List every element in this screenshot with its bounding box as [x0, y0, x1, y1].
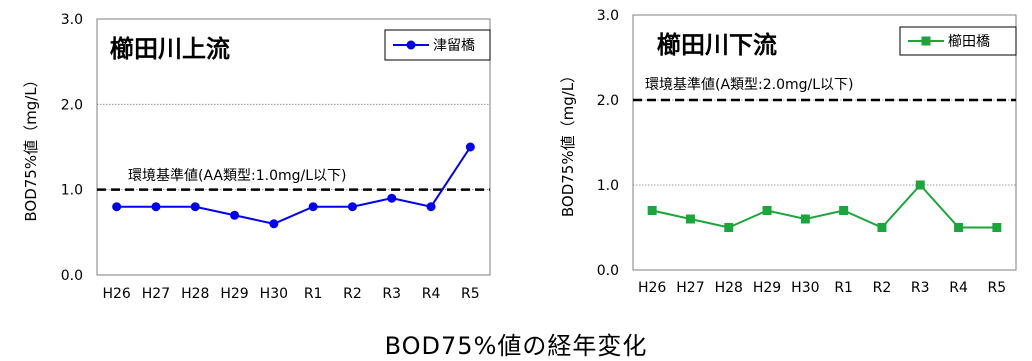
plot-area	[632, 14, 1017, 271]
legend-label: 櫛田橋	[948, 33, 990, 50]
chart-title: 櫛田川上流	[110, 35, 230, 63]
x-tick-label: R5	[988, 280, 1007, 296]
x-tick-label: H29	[220, 286, 248, 302]
x-tick-label: H28	[181, 286, 209, 302]
x-tick-label: R4	[949, 280, 968, 296]
figure-caption: BOD75%値の経年変化	[384, 332, 648, 360]
data-point	[190, 202, 200, 212]
y-tick-label: 0.0	[61, 268, 83, 284]
data-point	[839, 206, 849, 215]
y-tick-label: 2.0	[597, 93, 619, 109]
data-point	[426, 202, 436, 212]
y-tick-label: 2.0	[61, 97, 83, 113]
data-point	[915, 180, 925, 190]
x-tick-label: H30	[791, 280, 819, 296]
data-point	[465, 142, 475, 152]
y-tick-label: 3.0	[61, 12, 83, 28]
data-point	[347, 202, 357, 212]
x-tick-label: R4	[422, 286, 441, 302]
data-point	[992, 223, 1002, 232]
x-tick-label: H28	[715, 280, 743, 296]
legend: 櫛田橋	[899, 26, 1017, 56]
x-tick-label: H29	[753, 280, 781, 296]
x-tick-label: H27	[676, 280, 704, 296]
data-point	[800, 214, 810, 224]
x-tick-label: R2	[343, 286, 362, 302]
legend-marker	[406, 40, 416, 50]
data-point	[230, 210, 240, 220]
series-line	[651, 183, 997, 229]
legend: 津留橋	[384, 29, 491, 61]
x-tick-label: R3	[911, 280, 930, 296]
x-tick-label: H26	[638, 280, 666, 296]
data-point	[685, 214, 695, 224]
y-tick-label: 1.0	[61, 183, 83, 199]
data-point	[877, 223, 887, 232]
plot-area	[96, 18, 491, 276]
reference-line-label: 環境基準値(A類型:2.0mg/L以下)	[645, 76, 854, 93]
data-point	[112, 202, 122, 212]
x-tick-label: H27	[142, 286, 170, 302]
chart-title: 櫛田川下流	[657, 31, 777, 59]
chart-1: 0.0 1.0 2.0 3.0 H26 H27 H28 H29 H30 R1 R2 R3 R4 R5 BOD…	[22, 12, 491, 302]
data-point	[724, 223, 734, 232]
x-tick-label: R5	[461, 286, 480, 302]
data-point	[308, 202, 318, 212]
y-tick-label: 0.0	[597, 263, 619, 279]
x-tick-label: R1	[304, 286, 323, 302]
x-tick-label: R1	[834, 280, 853, 296]
data-point	[269, 219, 279, 229]
x-tick-label: R3	[382, 286, 401, 302]
y-tick-label: 1.0	[597, 178, 619, 194]
data-point	[762, 206, 772, 215]
series-line	[116, 146, 472, 225]
data-point	[387, 193, 397, 203]
y-axis-label: BOD75%値（mg/L）	[559, 68, 577, 217]
x-tick-label: H30	[260, 286, 288, 302]
data-point	[647, 206, 657, 215]
x-tick-label: H26	[102, 286, 130, 302]
chart-2: 0.0 1.0 2.0 3.0 H26 H27 H28 H29 H30 R1 R2 R3 R4 R5 BOD…	[559, 8, 1017, 296]
legend-marker	[921, 36, 931, 46]
legend-label: 津留橋	[433, 38, 475, 54]
x-tick-label: R2	[873, 280, 892, 296]
reference-line-label: 環境基準値(AA類型:1.0mg/L以下)	[128, 167, 347, 184]
y-axis-label: BOD75%値（mg/L）	[22, 72, 40, 221]
data-point	[151, 202, 161, 212]
data-point	[954, 223, 964, 232]
y-tick-label: 3.0	[597, 8, 619, 24]
